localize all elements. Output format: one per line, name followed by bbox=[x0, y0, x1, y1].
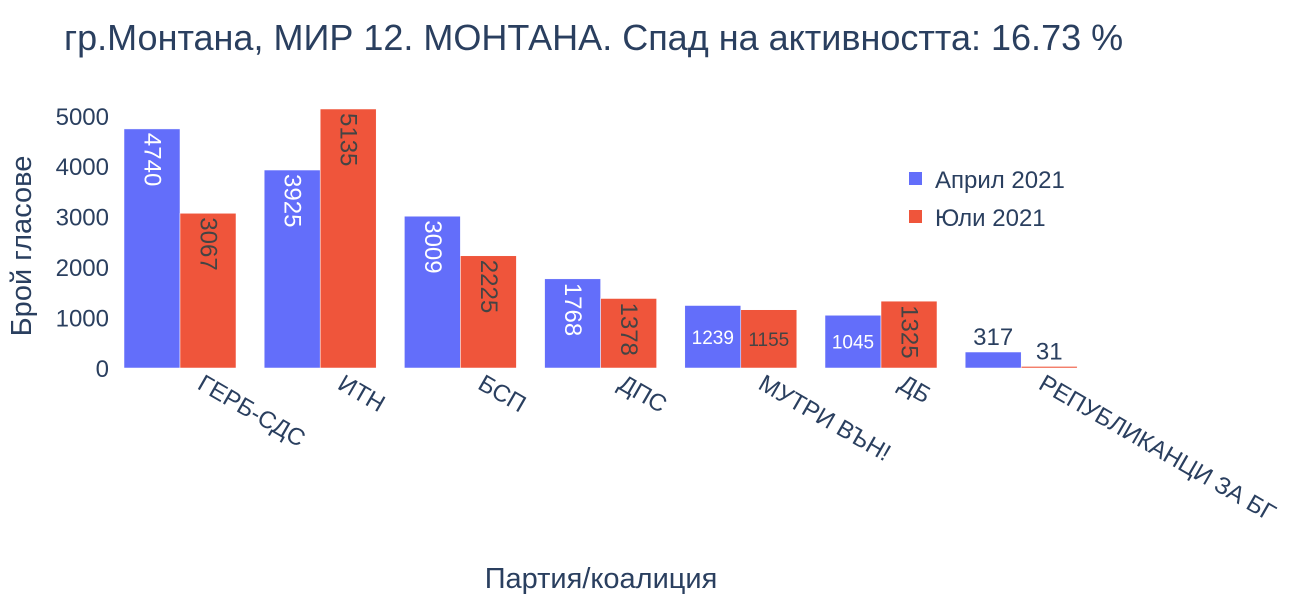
bar-value-label: 1768 bbox=[559, 283, 586, 336]
y-axis: 0 1000 2000 3000 4000 5000 bbox=[56, 104, 109, 383]
bar[interactable] bbox=[123, 128, 181, 369]
legend-label[interactable]: Юли 2021 bbox=[935, 205, 1046, 232]
y-tick-label: 5000 bbox=[56, 104, 109, 131]
plot-area: 4740 3925 3009 1768 1239 1045 317 3067 5135 2225 1… bbox=[123, 108, 1078, 369]
bar-value-label: 1325 bbox=[896, 305, 923, 358]
bar-value-label: 5135 bbox=[335, 113, 362, 166]
x-tick-label: МУТРИ ВЪН! bbox=[754, 370, 895, 467]
chart-title: гр.Монтана, МИР 12. МОНТАНА. Спад на акт… bbox=[64, 17, 1123, 58]
bar[interactable] bbox=[740, 309, 798, 369]
legend[interactable]: Април 2021 Юли 2021 bbox=[909, 167, 1065, 232]
bar[interactable] bbox=[319, 108, 377, 369]
bar-value-label: 3925 bbox=[279, 174, 306, 227]
bar-value-label: 1378 bbox=[615, 302, 642, 355]
bar-value-label: 1045 bbox=[832, 333, 874, 354]
x-tick-label: ГЕРБ-СДС bbox=[193, 370, 310, 453]
bar[interactable] bbox=[179, 213, 237, 369]
x-tick-label: ДБ bbox=[894, 370, 935, 409]
bar[interactable] bbox=[460, 255, 517, 369]
bar-value-label: 2225 bbox=[475, 260, 502, 313]
x-tick-label: БСП bbox=[474, 370, 531, 418]
y-tick-label: 1000 bbox=[56, 306, 109, 333]
bar-value-label: 31 bbox=[1036, 338, 1063, 365]
legend-swatch[interactable] bbox=[909, 210, 922, 223]
bar-value-label: 1155 bbox=[748, 330, 789, 351]
y-tick-label: 0 bbox=[96, 356, 109, 383]
bar-value-label: 317 bbox=[973, 324, 1013, 351]
bar-value-label: 3067 bbox=[195, 217, 222, 270]
x-tick-label: РЕПУБЛИКАНЦИ ЗА БГ bbox=[1034, 370, 1280, 527]
x-axis: ГЕРБ-СДС ИТН БСП ДПС МУТРИ ВЪН!ДБ РЕПУБЛИКАНЦ… bbox=[193, 370, 1280, 527]
x-axis-title: Партия/коалиция bbox=[485, 563, 718, 595]
bar[interactable] bbox=[404, 215, 461, 369]
bar[interactable] bbox=[1020, 366, 1078, 369]
bar[interactable] bbox=[544, 278, 601, 369]
bar[interactable] bbox=[600, 298, 657, 369]
bar[interactable] bbox=[684, 305, 742, 369]
bar[interactable] bbox=[824, 315, 882, 369]
bar[interactable] bbox=[964, 351, 1022, 369]
x-tick-label: ИТН bbox=[333, 370, 389, 418]
bar-value-label: 3009 bbox=[419, 220, 446, 273]
y-tick-label: 2000 bbox=[56, 255, 109, 282]
bar-value-label: 4740 bbox=[139, 133, 166, 186]
x-tick-label: ДПС bbox=[614, 370, 672, 419]
y-tick-label: 4000 bbox=[56, 154, 109, 181]
bar[interactable] bbox=[263, 169, 321, 369]
y-axis-title: Брой гласове bbox=[6, 156, 38, 337]
bar[interactable] bbox=[880, 300, 938, 369]
legend-swatch[interactable] bbox=[909, 172, 922, 185]
bar-value-label: 1239 bbox=[692, 328, 734, 349]
legend-label[interactable]: Април 2021 bbox=[935, 167, 1065, 194]
y-tick-label: 3000 bbox=[56, 205, 109, 232]
